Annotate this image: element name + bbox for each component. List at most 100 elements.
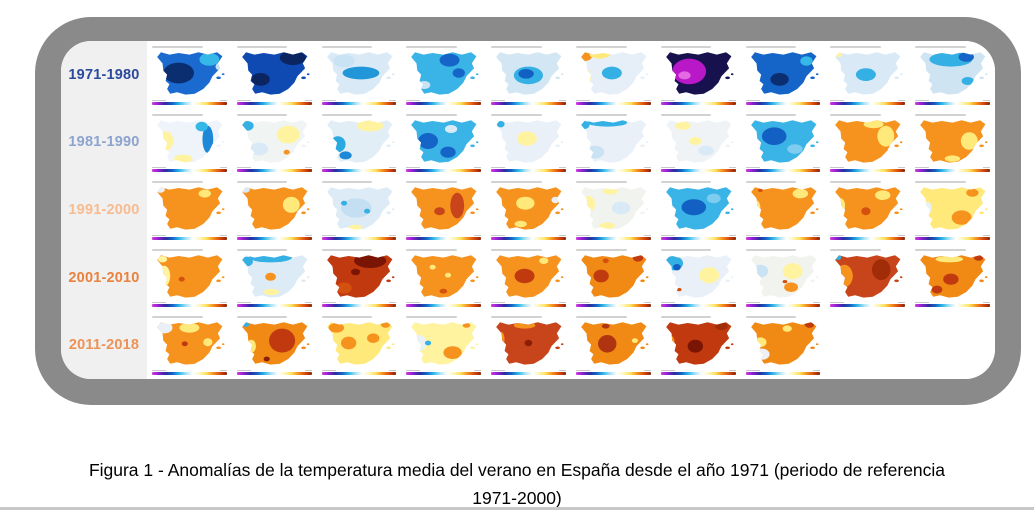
spain-map-2015 (496, 322, 564, 365)
scale-label-right-smudge (219, 369, 227, 371)
scale-label-right-smudge (559, 167, 566, 169)
scale-label-right-smudge (898, 302, 906, 304)
map-title-smudge (491, 248, 542, 251)
map-2001 (147, 243, 232, 312)
map-2013 (316, 311, 402, 379)
scale-label-right-smudge (474, 167, 482, 169)
scale-label-right-smudge (728, 302, 736, 304)
map-title-smudge (321, 316, 373, 319)
scale-caption-smudge (406, 99, 482, 101)
map-2004 (401, 243, 487, 312)
scale-label-left-smudge (321, 302, 336, 304)
colorbar-1972 (236, 101, 312, 105)
scale-label-right-smudge (813, 99, 821, 101)
scale-caption-smudge (491, 167, 566, 169)
scale-label-left-smudge (745, 234, 760, 236)
scale-label-left-smudge (321, 167, 336, 169)
map-title-smudge (660, 113, 712, 116)
spain-map-1995 (496, 187, 564, 230)
scale-caption-smudge (745, 99, 821, 101)
colorbar-2012 (236, 371, 312, 375)
scale-caption-smudge (321, 369, 397, 371)
scale-label-right-smudge (728, 369, 736, 371)
spain-map-1993 (326, 187, 395, 230)
map-2002 (231, 243, 317, 312)
spain-map-1977 (665, 52, 734, 95)
spain-map-2006 (581, 254, 649, 298)
map-title-smudge (406, 46, 458, 48)
spain-map-2010 (920, 254, 988, 298)
spain-map-2003 (326, 254, 395, 298)
scale-label-left-smudge (152, 369, 166, 371)
scale-caption-smudge (321, 99, 397, 101)
colorbar-1973 (321, 101, 397, 105)
scale-label-left-smudge (576, 167, 590, 169)
map-title-smudge (915, 113, 966, 116)
spain-map-1983 (326, 119, 395, 163)
row-label-1971-1980: 1971-1980 (61, 41, 147, 109)
map-1975 (486, 41, 571, 109)
map-title-smudge (576, 316, 627, 319)
colorbar-2017 (660, 371, 736, 375)
map-1973 (316, 41, 402, 109)
map-2017 (655, 311, 741, 379)
map-title-smudge (660, 181, 712, 184)
scale-caption-smudge (915, 167, 990, 169)
row-label-2011-2018: 2011-2018 (61, 311, 147, 379)
scale-caption-smudge (152, 369, 227, 371)
figure-caption: Figura 1 - Anomalías de la temperatura m… (0, 456, 1034, 513)
map-title-smudge (745, 316, 797, 319)
scale-caption-smudge (660, 99, 736, 101)
scale-label-left-smudge (236, 167, 251, 169)
scale-label-left-smudge (576, 369, 590, 371)
scale-label-left-smudge (406, 99, 421, 101)
map-1985 (486, 108, 571, 177)
scale-caption-smudge (152, 99, 227, 101)
colorbar-2007 (660, 304, 736, 308)
map-1974 (401, 41, 487, 109)
scale-label-right-smudge (304, 302, 312, 304)
map-2015 (486, 311, 571, 379)
scale-label-right-smudge (559, 302, 566, 304)
colorbar-1997 (660, 236, 736, 240)
colorbar-2008 (745, 304, 821, 308)
scale-label-left-smudge (660, 302, 675, 304)
colorbar-1986 (576, 169, 651, 173)
scale-label-left-smudge (660, 167, 675, 169)
scale-caption-smudge (236, 234, 312, 236)
map-title-smudge (406, 316, 458, 319)
map-1979 (825, 41, 911, 109)
scale-label-left-smudge (660, 99, 675, 101)
scale-caption-smudge (152, 234, 227, 236)
scale-caption-smudge (915, 234, 990, 236)
scale-label-left-smudge (321, 99, 336, 101)
scale-caption-smudge (745, 167, 821, 169)
spain-map-1989 (835, 119, 903, 163)
map-title-smudge (152, 248, 203, 251)
map-2011 (147, 311, 232, 379)
colorbar-1985 (491, 169, 566, 173)
scale-caption-smudge (491, 99, 566, 101)
spain-map-1971 (157, 52, 225, 95)
spain-map-2016 (581, 322, 649, 365)
map-2000 (910, 176, 995, 244)
map-2012 (231, 311, 317, 379)
scale-label-left-smudge (491, 99, 506, 101)
colorbar-2014 (406, 371, 482, 375)
map-title-smudge (915, 248, 966, 251)
map-title-smudge (152, 113, 203, 116)
scale-label-right-smudge (219, 99, 227, 101)
scale-label-left-smudge (660, 234, 675, 236)
scale-caption-smudge (406, 234, 482, 236)
colorbar-1979 (830, 101, 906, 105)
colorbar-2016 (576, 371, 651, 375)
map-1993 (316, 176, 402, 244)
colorbar-1977 (660, 101, 736, 105)
map-2006 (571, 243, 656, 312)
map-1987 (655, 108, 741, 177)
scale-label-right-smudge (389, 369, 397, 371)
scale-label-right-smudge (898, 167, 906, 169)
map-title-smudge (660, 316, 712, 319)
map-2009 (825, 243, 911, 312)
scale-label-left-smudge (152, 302, 166, 304)
